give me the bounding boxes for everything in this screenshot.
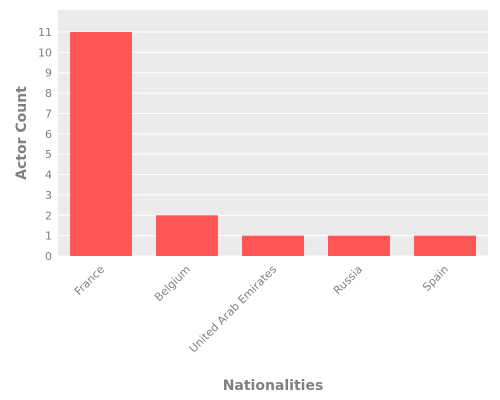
y-tick-label: 7 [45, 107, 52, 120]
bar-united-arab-emirates [242, 235, 304, 256]
y-tick-label: 4 [45, 169, 52, 182]
x-tick-label: Russia [331, 263, 365, 297]
bars-group [70, 32, 476, 256]
bar-belgium [156, 215, 218, 256]
y-tick-label: 9 [45, 67, 52, 80]
y-tick-label: 3 [45, 189, 52, 202]
x-tick-label: Belgium [152, 263, 193, 304]
y-tick-label: 5 [45, 148, 52, 161]
bar-spain [414, 235, 476, 256]
y-tick-label: 1 [45, 230, 52, 243]
y-tick-label: 6 [45, 128, 52, 141]
y-tick-labels: 0 1 2 3 4 5 6 7 8 9 10 11 [38, 26, 52, 263]
x-tick-label: France [72, 263, 107, 298]
x-tick-label: United Arab Emirates [187, 263, 280, 356]
y-tick-label: 10 [38, 46, 52, 59]
bar-france [70, 32, 132, 256]
y-axis-label: Actor Count [14, 86, 30, 180]
x-axis-label: Nationalities [223, 378, 324, 394]
y-tick-label: 8 [45, 87, 52, 100]
bar-russia [328, 235, 390, 256]
y-tick-label: 0 [45, 250, 52, 263]
y-tick-label: 2 [45, 209, 52, 222]
x-tick-label: Spain [420, 263, 451, 294]
y-tick-label: 11 [38, 26, 52, 39]
